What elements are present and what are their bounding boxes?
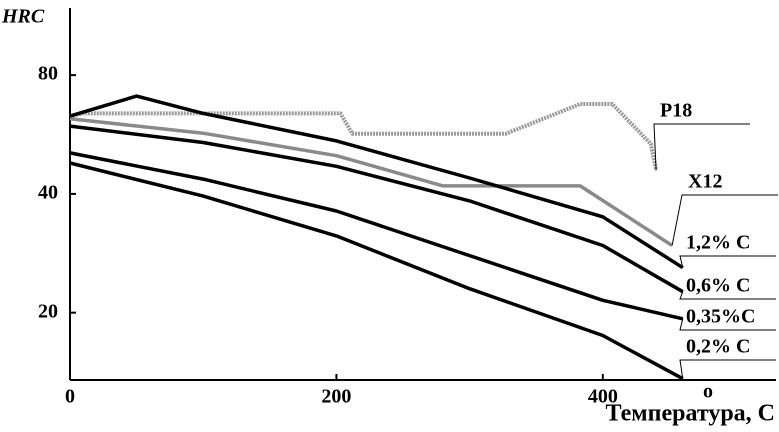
line-series xyxy=(69,124,684,294)
x-axis-label: Температура, С xyxy=(606,401,775,427)
leader-line xyxy=(653,123,750,171)
y-tick-label: 80 xyxy=(38,63,58,85)
series-label: Р18 xyxy=(660,100,692,122)
x-tick-label: 400 xyxy=(588,386,618,408)
line-series xyxy=(69,117,674,247)
series-label: 1,2% C xyxy=(686,232,750,254)
series-label: 0,6% C xyxy=(686,275,750,297)
line-series xyxy=(69,102,659,171)
leader-line xyxy=(679,359,776,379)
leader-line xyxy=(671,194,778,246)
leader-line xyxy=(679,291,776,300)
leader-line xyxy=(679,318,776,331)
x-tick-label: 200 xyxy=(321,386,351,408)
y-tick-label: 20 xyxy=(38,300,58,322)
leader-line xyxy=(679,255,776,268)
degree-sign: o xyxy=(703,381,713,403)
line-series xyxy=(69,161,684,381)
line-series xyxy=(69,151,684,321)
series-label: Х12 xyxy=(688,171,722,193)
x-tick-label: 0 xyxy=(65,386,75,408)
line-series xyxy=(69,94,684,270)
y-tick-label: 40 xyxy=(38,181,58,203)
series-label: 0,2% C xyxy=(686,336,750,358)
series-label: 0,35%C xyxy=(686,306,755,328)
y-axis-label: HRC xyxy=(1,6,45,28)
